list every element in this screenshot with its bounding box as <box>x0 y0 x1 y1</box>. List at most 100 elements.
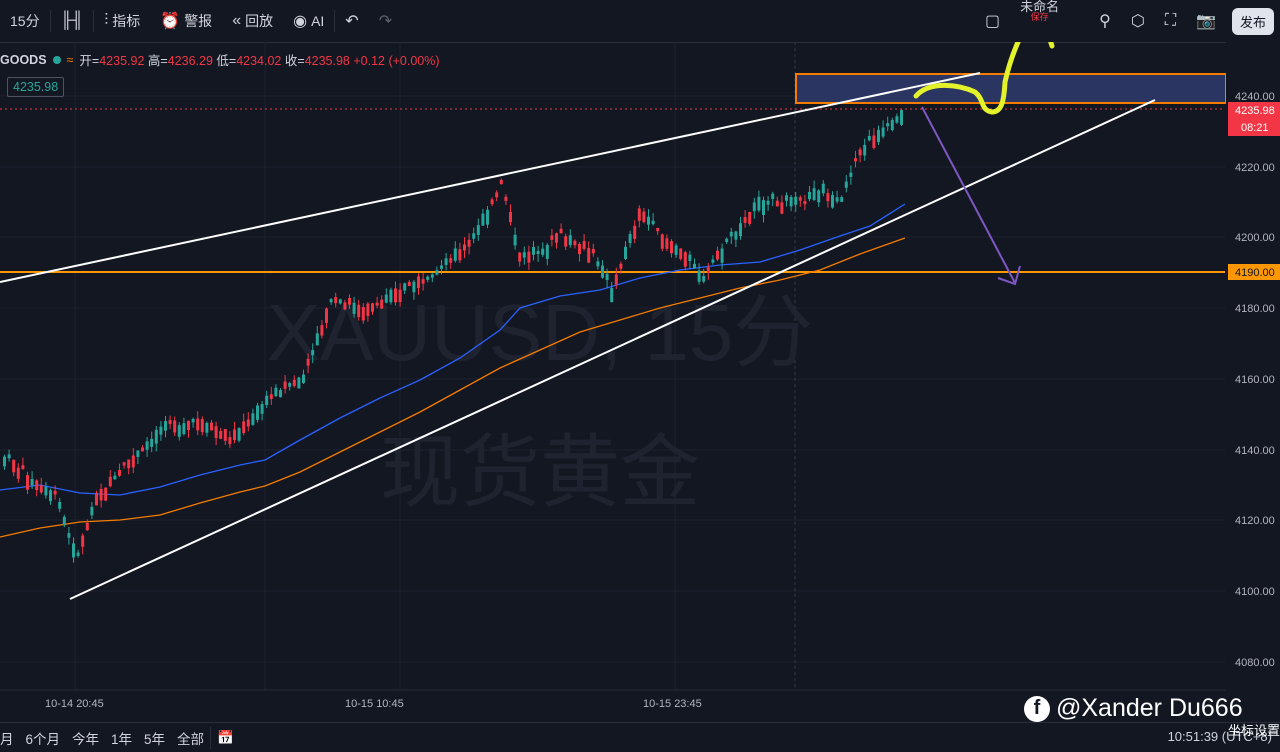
candle-body <box>16 467 20 479</box>
range-button[interactable]: 6个月 <box>25 731 61 747</box>
candle-body <box>536 250 540 254</box>
candle-body <box>417 276 420 289</box>
layout-name[interactable]: 未命名 保存 <box>1010 0 1069 42</box>
candle-body <box>90 506 94 516</box>
candle-body <box>444 258 448 265</box>
candle-body <box>7 454 11 459</box>
candle-body <box>522 252 526 258</box>
snapshot-button[interactable]: 📷 <box>1186 0 1226 42</box>
candle-body <box>35 480 39 491</box>
candle-body <box>559 228 563 234</box>
candle-body <box>564 236 568 247</box>
candle-body <box>292 379 296 386</box>
candle-body <box>476 225 480 235</box>
candle-body <box>440 265 443 269</box>
grid <box>0 42 1225 690</box>
channel-lower-line[interactable] <box>69 99 1156 600</box>
candle-body <box>288 383 292 387</box>
divider <box>49 10 51 32</box>
candle-body <box>481 213 485 226</box>
divider <box>93 10 95 32</box>
price-axis[interactable] <box>1226 42 1280 692</box>
low-label: 低= <box>216 54 237 68</box>
candle-body <box>748 211 752 224</box>
redo-icon: ↷ <box>378 13 393 30</box>
candle-body <box>430 274 434 278</box>
layout-save-label: 保存 <box>1030 12 1049 22</box>
candle-body <box>573 240 577 246</box>
price-tick: 4140.00 <box>1235 445 1275 457</box>
candle-body <box>357 304 361 318</box>
settings-button[interactable]: ⬡ <box>1121 0 1155 42</box>
range-button[interactable]: 今年 <box>72 731 100 747</box>
range-button[interactable]: 全部 <box>177 731 205 747</box>
candle-body <box>283 381 287 389</box>
clock[interactable]: 10:51:39 (UTC+8) <box>1168 729 1272 744</box>
candle-body <box>518 252 522 262</box>
chart-type-button[interactable]: ╟╢ <box>51 0 94 42</box>
candle-body <box>338 299 342 304</box>
candle-body <box>325 308 328 323</box>
candle-body <box>780 202 784 214</box>
range-button[interactable]: 1年 <box>111 731 133 747</box>
candle-body <box>720 248 724 263</box>
candle-body <box>242 421 246 434</box>
fullscreen-button[interactable]: ⛶ <box>1155 0 1186 42</box>
divider <box>210 726 212 749</box>
indicators-button[interactable]: ⫶ 指标 <box>94 0 150 42</box>
layout-button[interactable]: ▢ <box>975 0 1010 42</box>
clock-time: 10:51:39 <box>1167 729 1219 744</box>
current-price-tag <box>1228 102 1280 136</box>
price-chart[interactable]: XAUUSD, 15分 现货黄金 4240.00 4220.00 4200.00… <box>0 42 1280 722</box>
candle-body <box>578 243 581 255</box>
date-range-button[interactable]: 📅 <box>211 730 240 746</box>
candle-body <box>127 459 131 469</box>
candle-body <box>729 231 733 237</box>
low-value: 4234.02 <box>236 54 282 68</box>
quick-search-button[interactable]: ⚲ <box>1089 0 1121 42</box>
bottom-range-bar: 月 6个月 今年 1年 5年 全部 📅 <box>0 722 1280 752</box>
candle-body <box>435 270 439 275</box>
channel-upper-line[interactable] <box>0 72 981 283</box>
interval-button[interactable]: 15分 <box>0 0 50 42</box>
ai-button[interactable]: ◉ AI <box>283 0 334 42</box>
alerts-label: 警报 <box>184 13 213 29</box>
candle-body <box>233 429 236 441</box>
close-value: 4235.98 <box>304 54 350 68</box>
candle-body <box>702 275 706 282</box>
candle-body <box>398 289 402 303</box>
range-button[interactable]: 5年 <box>144 731 166 747</box>
candle-body <box>743 217 747 223</box>
symbol-name[interactable]: GOODS <box>0 52 47 67</box>
indicators-icon: ⫶ <box>104 12 109 29</box>
price-tick: 4180.00 <box>1235 303 1275 315</box>
candle-body <box>858 149 862 156</box>
axis-settings-label[interactable]: 坐标设置 <box>1228 723 1280 738</box>
candle-body <box>467 239 471 247</box>
candle-body <box>187 420 190 431</box>
candle-body <box>343 302 347 310</box>
candle-body <box>458 249 462 261</box>
candle-body <box>499 179 503 185</box>
ohlc-values: 开=4235.92 高=4236.29 低=4234.02 收=4235.98 … <box>79 50 439 69</box>
current-price-value: 4235.98 <box>1235 105 1275 117</box>
publish-button[interactable]: 发布 <box>1231 7 1274 35</box>
alerts-button[interactable]: ⏰ 警报 <box>150 0 222 42</box>
candle-body <box>619 263 623 269</box>
candle-body <box>628 234 632 244</box>
replay-button[interactable]: «回放 <box>222 0 283 42</box>
candle-body <box>246 419 250 427</box>
candle-body <box>311 350 315 356</box>
candle-body <box>881 127 885 137</box>
replay-label: 回放 <box>245 13 274 29</box>
candle-body <box>361 307 365 321</box>
range-button[interactable]: 月 <box>0 731 14 747</box>
candle-body <box>486 209 489 225</box>
candle-body <box>890 119 894 131</box>
candle-body <box>12 459 16 473</box>
candle-body <box>706 267 710 273</box>
time-axis[interactable] <box>0 690 1226 722</box>
candle-body <box>757 196 761 211</box>
undo-button[interactable]: ↶ <box>335 0 368 42</box>
redo-button[interactable]: ↷ <box>369 0 402 42</box>
